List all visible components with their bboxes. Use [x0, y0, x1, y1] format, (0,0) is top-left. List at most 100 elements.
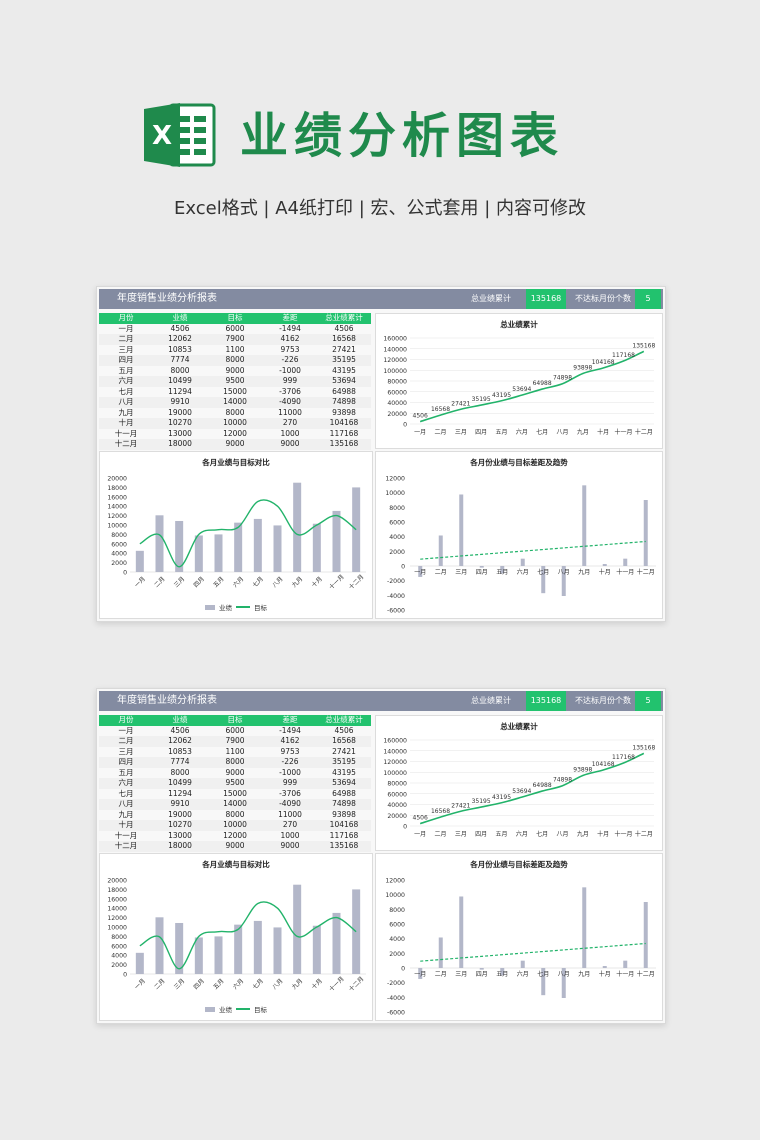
table-cell: 五月	[118, 767, 134, 777]
table-cell: 8000	[225, 809, 245, 819]
y-tick-label: 16000	[107, 494, 127, 501]
table-cell: 117168	[329, 428, 359, 438]
y-tick-label: 6000	[389, 520, 405, 527]
x-tick-label: 九月	[577, 830, 589, 838]
x-tick-label: 十二月	[347, 573, 365, 591]
table-cell: 12000	[223, 428, 247, 438]
table-cell: 16568	[332, 736, 356, 745]
table-row: 十一月 13000 12000 1000 117168	[99, 831, 371, 842]
bar	[175, 922, 184, 974]
series-line	[419, 752, 645, 825]
table-cell: 8000	[225, 757, 245, 766]
table-cell: -4090	[279, 397, 301, 406]
bar	[253, 920, 262, 974]
x-tick-label: 四月	[475, 429, 487, 436]
table-row: 一月 4506 6000 -1494 4506	[99, 726, 371, 737]
table-row: 八月 9910 14000 -4090 74898	[99, 799, 371, 810]
table-cell: 999	[282, 376, 298, 385]
table-row: 六月 10499 9500 999 53694	[99, 376, 371, 387]
table-cell: 9753	[280, 746, 300, 756]
x-tick-label: 十月	[597, 830, 609, 838]
x-tick-label: 十二月	[635, 428, 653, 436]
x-tick-label: 十一月	[614, 428, 632, 436]
y-tick-label: 120000	[383, 357, 407, 364]
data-label: 104168	[592, 761, 615, 768]
report-title: 年度销售业绩分析报表	[117, 695, 217, 706]
table-cell: -226	[281, 355, 299, 364]
table-cell: 12062	[168, 334, 192, 343]
report-sheet-1: 年度销售业绩分析报表 总业绩累计 135168 不达标月份个数 5 月份 业绩 目标…	[96, 286, 666, 622]
table-cell: 8000	[170, 365, 190, 375]
table-cell: 13000	[168, 830, 192, 840]
table-cell: 43195	[332, 767, 356, 777]
bar	[293, 884, 302, 974]
table-cell: 二月	[118, 334, 134, 343]
x-tick-label: 十月	[599, 568, 611, 576]
excel-icon: X	[144, 103, 216, 167]
y-tick-label: 20000	[387, 813, 407, 820]
table-cell: 二月	[118, 736, 134, 745]
x-tick-label: 九月	[578, 568, 590, 576]
bar	[418, 968, 423, 979]
table-cell: 9753	[280, 344, 300, 354]
y-tick-label: 60000	[387, 791, 407, 798]
table-header-cell: 总业绩累计	[325, 313, 363, 322]
table-header-cell: 差距	[282, 715, 298, 724]
table-cell: 三月	[118, 746, 134, 756]
x-tick-label: 十一月	[327, 975, 345, 993]
table-cell: 七月	[118, 788, 134, 798]
y-tick-label: 140000	[383, 748, 407, 755]
x-tick-label: 十一月	[327, 573, 345, 591]
x-tick-label: 七月	[251, 977, 265, 991]
x-tick-label: 一月	[133, 576, 146, 589]
y-tick-label: 12000	[385, 476, 405, 483]
table-cell: 93898	[332, 407, 356, 417]
x-tick-label: 九月	[578, 970, 590, 978]
x-tick-label: 五月	[496, 971, 508, 978]
table-cell: 10000	[223, 820, 247, 829]
y-tick-label: 0	[403, 422, 407, 429]
legend-line-swatch	[236, 1008, 250, 1010]
data-label: 43195	[492, 392, 511, 399]
table-header-cell: 月份	[118, 313, 134, 322]
table-cell: 10499	[168, 778, 192, 787]
y-tick-label: 10000	[385, 490, 405, 497]
x-tick-label: 七月	[536, 428, 548, 436]
data-label: 64988	[533, 782, 552, 789]
x-tick-label: 三月	[173, 576, 186, 589]
bar	[459, 896, 464, 968]
y-tick-label: -4000	[387, 593, 405, 600]
bar	[643, 500, 648, 566]
data-label: 27421	[451, 400, 470, 407]
bar	[561, 566, 566, 596]
table-row: 六月 10499 9500 999 53694	[99, 778, 371, 789]
y-tick-label: 120000	[383, 759, 407, 766]
y-tick-label: 0	[401, 966, 405, 973]
bar	[293, 482, 302, 572]
table-cell: 11000	[278, 809, 302, 819]
data-label: 4506	[413, 815, 428, 822]
series-line	[419, 350, 645, 423]
x-tick-label: 六月	[231, 575, 245, 589]
table-cell: 4506	[170, 323, 190, 333]
table-cell: 64988	[332, 788, 356, 798]
table-cell: 18000	[168, 841, 192, 850]
y-tick-label: 2000	[111, 962, 127, 969]
table-cell: 八月	[118, 397, 134, 406]
table-cell: 四月	[118, 355, 134, 364]
table-cell: 117168	[329, 830, 359, 840]
table-header-cell: 差距	[282, 313, 298, 322]
y-tick-label: -2000	[387, 578, 405, 585]
bar	[352, 889, 361, 974]
y-tick-label: 8000	[389, 907, 405, 914]
table-row: 七月 11294 15000 -3706 64988	[99, 387, 371, 398]
table-cell: -4090	[279, 799, 301, 808]
table-cell: 6000	[225, 323, 245, 333]
table-row: 一月 4506 6000 -1494 4506	[99, 324, 371, 335]
y-tick-label: 20000	[107, 476, 127, 483]
x-tick-label: 二月	[153, 576, 166, 589]
table-cell: 8000	[225, 407, 245, 417]
legend-label: 业绩	[219, 604, 232, 612]
table-cell: 7900	[225, 736, 245, 745]
x-tick-label: 十一月	[616, 568, 634, 576]
